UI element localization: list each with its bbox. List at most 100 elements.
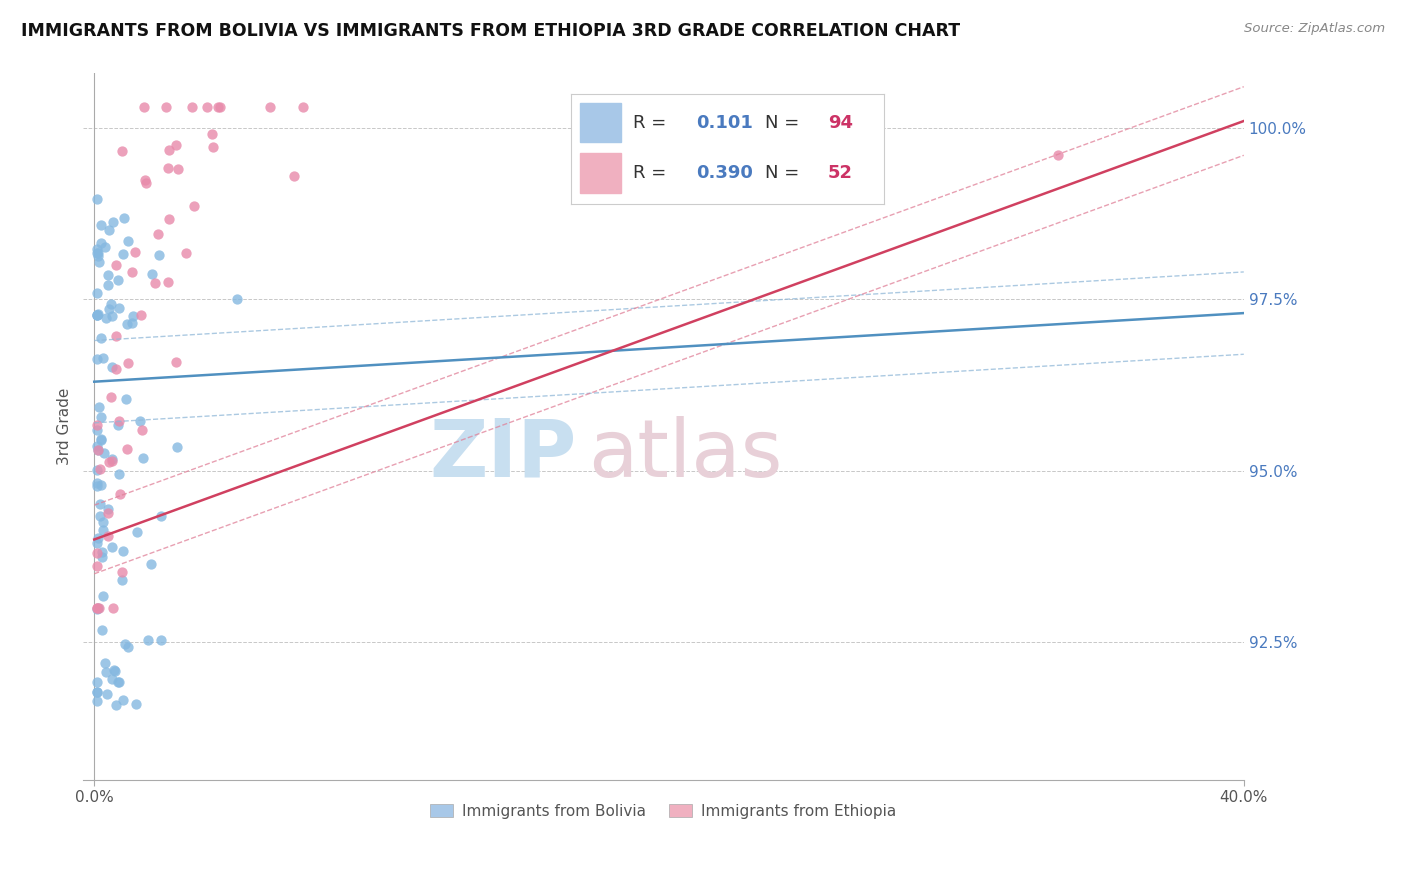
Point	[107, 674, 129, 689]
Point	[101, 309, 124, 323]
Point	[86, 546, 108, 560]
Point	[1046, 148, 1069, 162]
Point	[156, 275, 179, 289]
Point	[98, 302, 121, 317]
Point	[86, 242, 108, 256]
Point	[86, 463, 108, 477]
Y-axis label: 3rd Grade: 3rd Grade	[58, 388, 72, 465]
Point	[87, 601, 110, 615]
Legend: Immigrants from Bolivia, Immigrants from Ethiopia: Immigrants from Bolivia, Immigrants from…	[425, 797, 903, 825]
Point	[86, 308, 108, 322]
Point	[166, 440, 188, 454]
Point	[86, 675, 108, 690]
Point	[94, 240, 117, 254]
Point	[165, 355, 187, 369]
Point	[86, 193, 108, 207]
Point	[86, 246, 108, 260]
Point	[134, 173, 156, 187]
Point	[90, 218, 112, 232]
Point	[87, 255, 110, 269]
Point	[94, 657, 117, 671]
Point	[108, 467, 131, 482]
Point	[86, 693, 108, 707]
Point	[174, 246, 197, 260]
Point	[87, 401, 110, 415]
Point	[101, 452, 124, 467]
Point	[86, 602, 108, 616]
Point	[96, 687, 118, 701]
Point	[155, 100, 177, 114]
Point	[86, 439, 108, 453]
Point	[86, 351, 108, 366]
Point	[97, 501, 120, 516]
Point	[93, 446, 115, 460]
Point	[108, 487, 131, 501]
Point	[183, 199, 205, 213]
Point	[104, 329, 127, 343]
Point	[89, 461, 111, 475]
Point	[148, 227, 170, 241]
Point	[94, 310, 117, 325]
Point	[91, 524, 114, 538]
Point	[107, 273, 129, 287]
Point	[157, 161, 180, 175]
Point	[136, 632, 159, 647]
Text: ZIP: ZIP	[429, 416, 576, 493]
Point	[89, 497, 111, 511]
Point	[115, 392, 138, 406]
Text: Source: ZipAtlas.com: Source: ZipAtlas.com	[1244, 22, 1385, 36]
Point	[129, 414, 152, 428]
Point	[132, 100, 155, 114]
Point	[127, 525, 149, 540]
Point	[100, 672, 122, 686]
Point	[103, 663, 125, 677]
Point	[117, 234, 139, 248]
Point	[86, 558, 108, 573]
Point	[86, 309, 108, 323]
Point	[121, 265, 143, 279]
Point	[111, 544, 134, 558]
Point	[90, 478, 112, 492]
Point	[108, 301, 131, 316]
Point	[117, 356, 139, 370]
Point	[105, 698, 128, 712]
Text: atlas: atlas	[588, 416, 783, 493]
Point	[111, 247, 134, 261]
Point	[111, 573, 134, 587]
Point	[131, 308, 153, 322]
Point	[181, 100, 204, 114]
Point	[132, 450, 155, 465]
Point	[115, 442, 138, 456]
Point	[97, 268, 120, 283]
Point	[86, 535, 108, 549]
Point	[86, 418, 108, 433]
Point	[91, 351, 114, 366]
Point	[86, 475, 108, 490]
Point	[104, 258, 127, 272]
Point	[87, 307, 110, 321]
Point	[97, 507, 120, 521]
Point	[124, 244, 146, 259]
Point	[90, 409, 112, 424]
Point	[100, 540, 122, 554]
Point	[292, 100, 315, 114]
Point	[90, 549, 112, 564]
Point	[90, 624, 112, 638]
Point	[100, 297, 122, 311]
Point	[121, 317, 143, 331]
Point	[100, 390, 122, 404]
Point	[86, 685, 108, 699]
Point	[112, 211, 135, 226]
Point	[86, 309, 108, 323]
Point	[141, 267, 163, 281]
Point	[87, 442, 110, 457]
Point	[87, 249, 110, 263]
Point	[101, 215, 124, 229]
Point	[86, 601, 108, 615]
Point	[150, 509, 173, 524]
Text: IMMIGRANTS FROM BOLIVIA VS IMMIGRANTS FROM ETHIOPIA 3RD GRADE CORRELATION CHART: IMMIGRANTS FROM BOLIVIA VS IMMIGRANTS FR…	[21, 22, 960, 40]
Point	[150, 632, 173, 647]
Point	[283, 169, 305, 183]
Point	[90, 432, 112, 446]
Point	[105, 361, 128, 376]
